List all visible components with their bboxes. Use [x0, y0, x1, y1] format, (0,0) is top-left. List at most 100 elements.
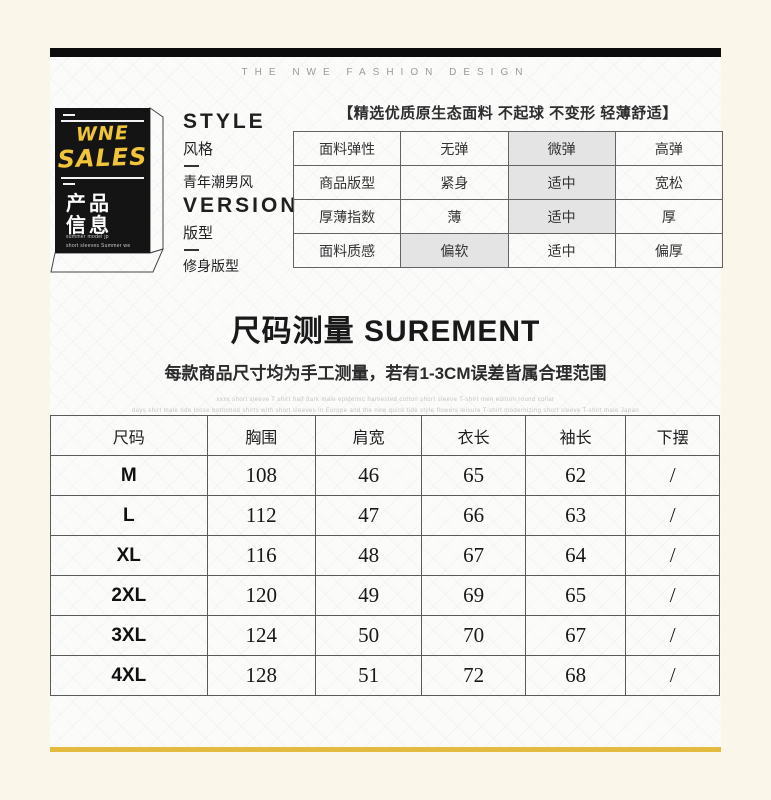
product-info-title-line2: 信息	[66, 215, 112, 237]
version-title: VERSION	[183, 194, 299, 217]
version-divider-dash	[184, 249, 199, 251]
size-value-cell: 128	[206, 655, 316, 696]
brand-header-text: THE NWE FASHION DESIGN	[241, 67, 530, 78]
fabric-properties-section: 【精选优质原生态面料 不起球 不变形 轻薄舒适】 面料弹性 无弹 微弹 高弹 商品版型紧…	[292, 102, 724, 268]
size-value-cell: 124	[206, 615, 316, 656]
size-value-cell: 46	[314, 455, 423, 496]
size-value-cell: 116	[206, 535, 316, 576]
size-value-cell: 70	[421, 615, 526, 656]
size-chart-head: 尺码 胸围 肩宽 衣长 袖长 下摆	[50, 415, 720, 456]
fabric-row-label: 面料弹性	[292, 131, 402, 166]
size-label-cell: M	[50, 455, 208, 496]
size-value-cell: 112	[206, 495, 316, 536]
fabric-option-cell: 偏软	[400, 233, 509, 268]
size-chart-row: 3XL 124 50 70 67/	[50, 615, 720, 656]
fabric-row-label: 商品版型	[292, 165, 402, 200]
fabric-option-cell: 高弹	[614, 131, 724, 166]
measurement-section: 尺码测量 SUREMENT 每款商品尺寸均为手工测量，若有1-3CM误差皆属合理…	[50, 306, 721, 417]
size-value-cell: 66	[421, 495, 526, 536]
measurement-title: 尺码测量 SUREMENT	[50, 306, 721, 350]
fabric-option-cell: 无弹	[400, 131, 509, 166]
box-wireframe	[50, 107, 164, 273]
style-label-cn: 风格	[183, 141, 214, 158]
card-bottom-rule	[61, 177, 144, 179]
measurement-fineprint: xxxx short sleeve T shirt half dark male…	[50, 395, 721, 417]
size-value-cell: 63	[524, 495, 627, 536]
fabric-option-cell: 宽松	[614, 165, 724, 200]
size-label-cell: L	[50, 495, 208, 536]
size-value-cell: 72	[421, 655, 526, 696]
product-info-front-face: WNE SALES 产品 信息 summer model jp short sl…	[55, 108, 150, 253]
fabric-row: 面料质感 偏软 适中 偏厚	[292, 233, 724, 268]
size-chart-table: 尺码 胸围 肩宽 衣长 袖长 下摆 M 108 46 65 62/L 112 47 66 63/XL 116…	[50, 415, 720, 696]
size-chart-row: 4XL 128 51 72 68/	[50, 655, 720, 696]
size-value-cell: /	[625, 575, 720, 616]
measurement-fineprint-line2: days shirt male tide loose bottomed shir…	[131, 407, 640, 414]
fabric-row: 商品版型 紧身 适中 宽松	[292, 165, 724, 200]
size-value-cell: /	[625, 495, 720, 536]
fabric-row-label: 厚薄指数	[292, 199, 402, 234]
size-chart-row: L 112 47 66 63/	[50, 495, 720, 536]
product-info-subtext-line2: short sleeves Summer we	[66, 242, 131, 249]
fabric-option-cell: 适中	[507, 233, 616, 268]
size-value-cell: 48	[314, 535, 423, 576]
product-info-title-line1: 产品	[66, 193, 112, 215]
style-block: STYLE 风格 青年潮男风	[183, 110, 266, 192]
fabric-option-cell: 微弹	[507, 131, 616, 166]
size-label-cell: 2XL	[50, 575, 208, 616]
size-chart-row: XL 116 48 67 64/	[50, 535, 720, 576]
size-chart-header-row: 尺码 胸围 肩宽 衣长 袖长 下摆	[50, 415, 720, 456]
size-chart-row: M 108 46 65 62/	[50, 455, 720, 496]
fabric-option-cell: 适中	[507, 199, 616, 234]
size-chart-header-cell: 袖长	[524, 415, 627, 456]
product-info-box: WNE SALES 产品 信息 summer model jp short sl…	[50, 106, 175, 280]
size-value-cell: 49	[314, 575, 423, 616]
size-value-cell: 51	[314, 655, 423, 696]
card-bottom-dash	[63, 183, 75, 185]
size-value-cell: 64	[524, 535, 627, 576]
size-chart-header-cell: 尺码	[50, 415, 208, 456]
measurement-title-cn: 尺码测量	[230, 315, 355, 348]
bottom-gold-bar	[50, 747, 721, 752]
product-detail-card: THE NWE FASHION DESIGN WNE SALES 产品 信息 s…	[50, 48, 724, 752]
size-value-cell: 69	[421, 575, 526, 616]
style-divider-dash	[184, 165, 199, 167]
fabric-option-cell: 适中	[507, 165, 616, 200]
size-value-cell: 50	[314, 615, 423, 656]
version-label-cn: 版型	[183, 225, 214, 242]
fabric-row-label: 面料质感	[292, 233, 402, 268]
size-label-cell: XL	[50, 535, 208, 576]
fabric-properties-table: 面料弹性 无弹 微弹 高弹 商品版型 紧身 适中 宽松 厚薄指数薄适中厚面料质感 偏软 适中 偏厚	[292, 131, 724, 268]
size-chart-body: M 108 46 65 62/L 112 47 66 63/XL 116 48 67 64/2XL 120…	[50, 455, 720, 696]
size-label-cell: 4XL	[50, 655, 208, 696]
size-value-cell: 67	[524, 615, 627, 656]
card-top-rule	[61, 120, 144, 122]
size-chart-header-cell: 衣长	[421, 415, 526, 456]
version-value: 修身版型	[183, 258, 239, 274]
fabric-option-cell: 紧身	[400, 165, 509, 200]
size-value-cell: /	[625, 535, 720, 576]
fabric-option-cell: 薄	[400, 199, 509, 234]
product-info-subtext-line1: summer model jp	[66, 234, 109, 240]
measurement-fineprint-line1: xxxx short sleeve T shirt half dark male…	[216, 397, 555, 403]
size-value-cell: 47	[314, 495, 423, 536]
card-top-dash	[63, 114, 75, 116]
size-value-cell: /	[625, 455, 720, 496]
fabric-section-title: 【精选优质原生态面料 不起球 不变形 轻薄舒适】	[338, 105, 678, 122]
size-value-cell: 120	[206, 575, 316, 616]
fabric-option-cell: 偏厚	[614, 233, 724, 268]
size-value-cell: 65	[524, 575, 627, 616]
size-value-cell: 67	[421, 535, 526, 576]
size-chart-header-cell: 肩宽	[314, 415, 423, 456]
style-value: 青年潮男风	[183, 174, 253, 190]
fabric-row: 面料弹性 无弹 微弹 高弹	[292, 131, 724, 166]
size-chart-header-cell: 下摆	[625, 415, 720, 456]
version-block: VERSION 版型 修身版型	[183, 194, 299, 276]
size-value-cell: /	[625, 615, 720, 656]
measurement-title-en: SUREMENT	[364, 315, 541, 348]
size-chart-header-cell: 胸围	[206, 415, 316, 456]
brand-wordmark-line2: SALES	[57, 142, 148, 174]
top-black-bar	[50, 48, 721, 57]
size-value-cell: 62	[524, 455, 627, 496]
fabric-option-cell: 厚	[614, 199, 724, 234]
